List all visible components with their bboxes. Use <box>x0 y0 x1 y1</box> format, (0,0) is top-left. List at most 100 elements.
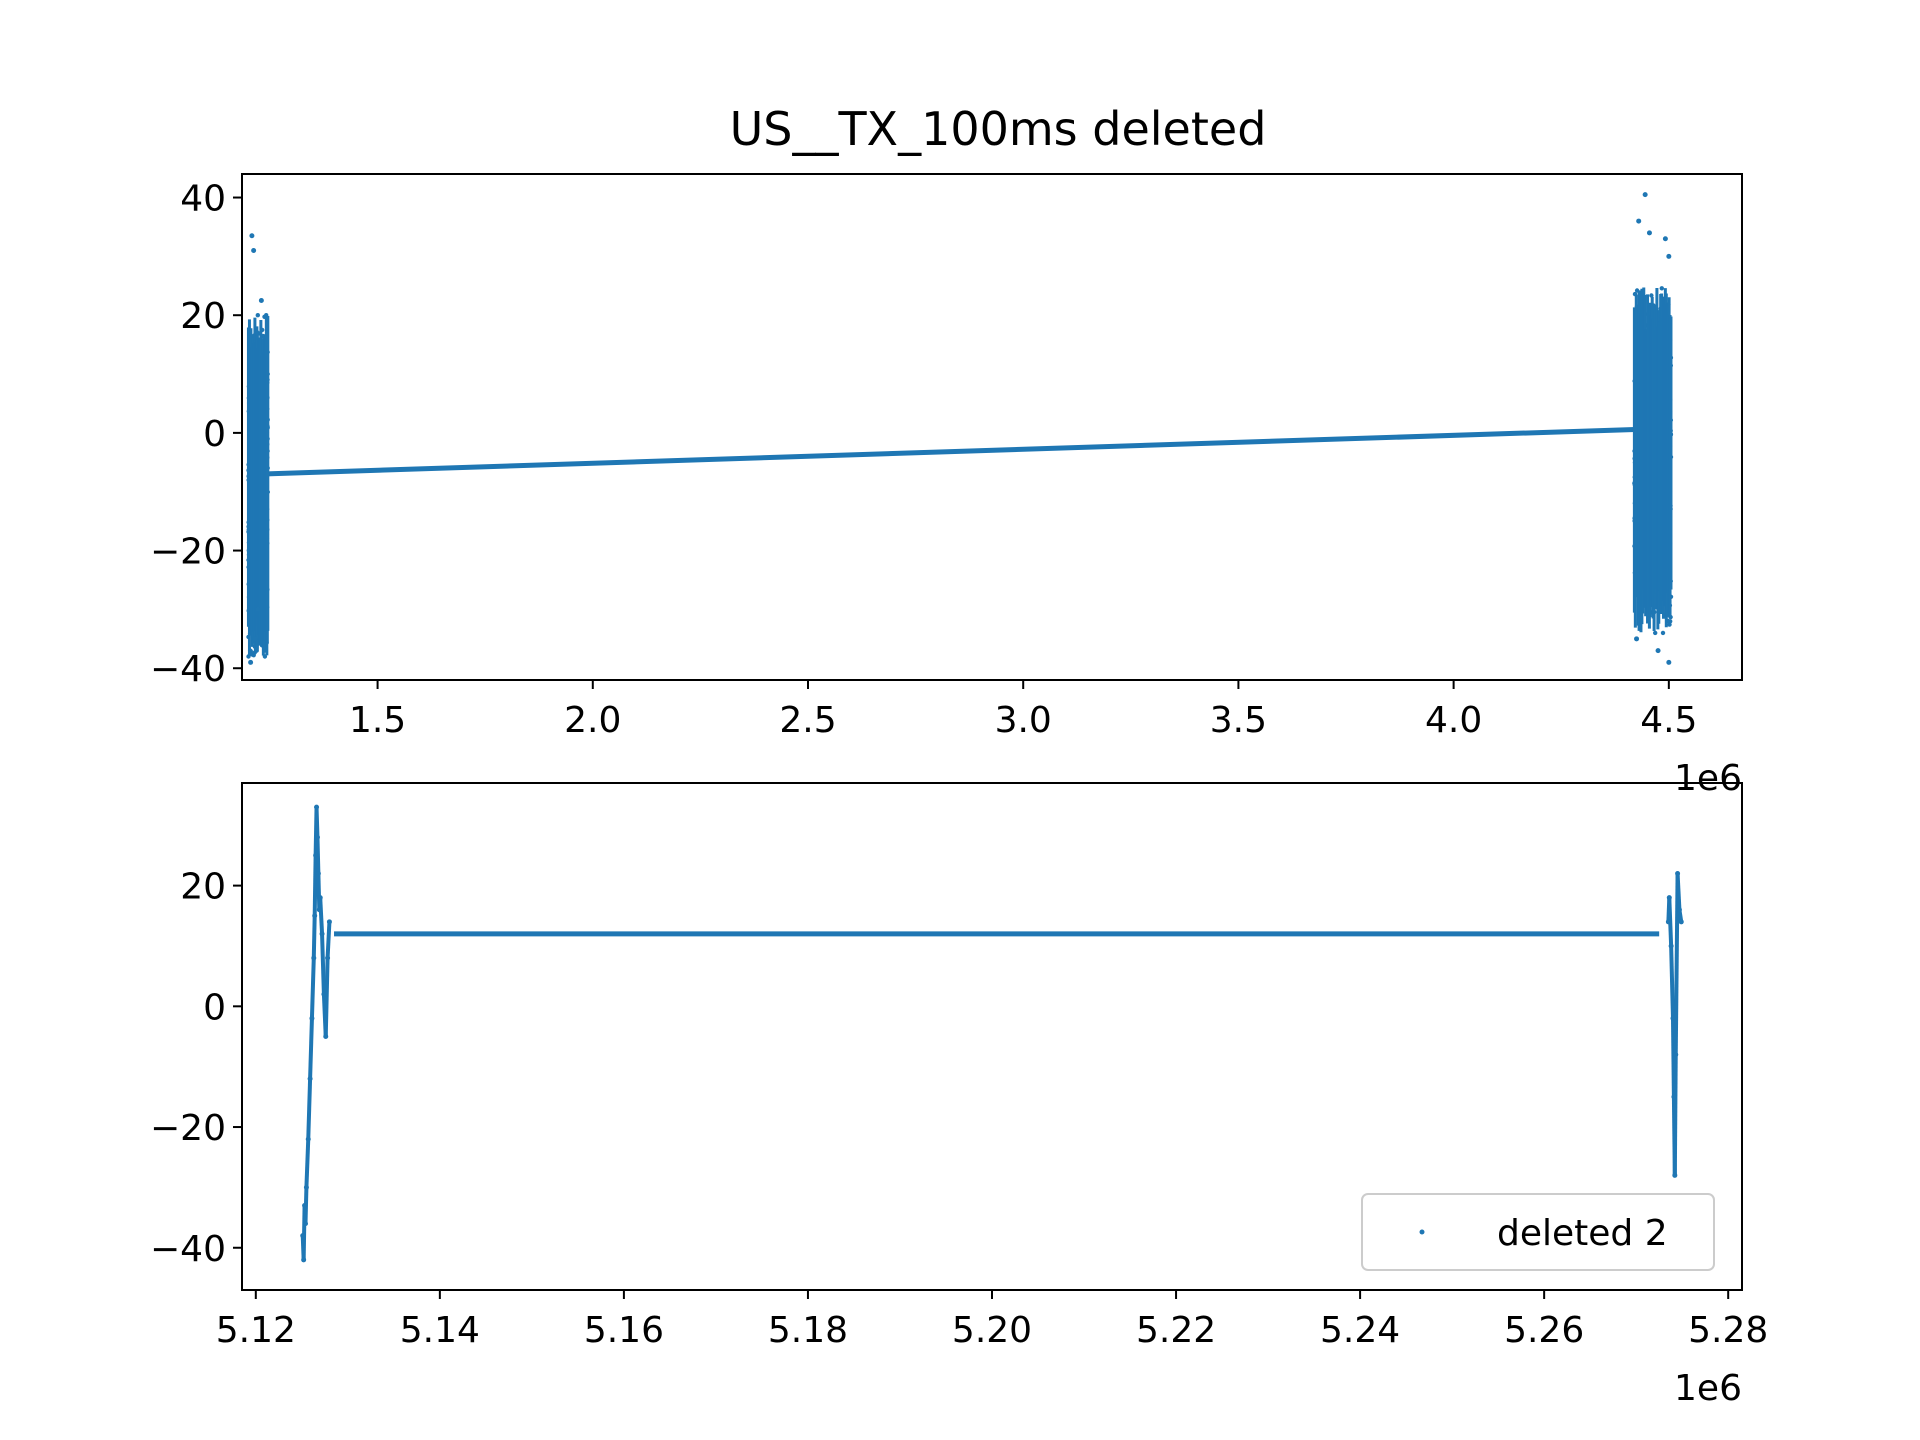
bottom-subplot: 5.12 5.14 5.16 5.18 5.20 5.22 5.24 5.26 5.28 −40 −… <box>150 782 1768 1409</box>
data-point <box>307 1076 313 1082</box>
y-tick-label: 0 <box>203 414 226 455</box>
data-point <box>1667 622 1672 627</box>
data-point <box>1653 630 1658 636</box>
data-point <box>1636 218 1642 224</box>
y-tick-label: 0 <box>203 987 226 1028</box>
data-point <box>314 804 320 810</box>
y-tick-label: −40 <box>150 649 226 690</box>
y-tick-label: 20 <box>180 296 226 337</box>
x-tick-label: 5.24 <box>1320 1310 1400 1351</box>
x-tick-label: 3.5 <box>1210 700 1267 741</box>
data-point <box>255 313 260 318</box>
data-point <box>1660 630 1666 636</box>
data-point <box>300 1233 306 1239</box>
data-point <box>326 919 332 925</box>
data-point <box>1670 1015 1676 1021</box>
data-point <box>309 1015 315 1021</box>
data-point <box>1659 286 1665 291</box>
data-point <box>252 636 258 642</box>
x-tick-label: 5.20 <box>952 1310 1032 1351</box>
data-trace-segment <box>312 855 318 916</box>
data-trace-segment <box>308 1018 314 1079</box>
axes-frame <box>241 173 1743 681</box>
data-trace-segment <box>325 921 332 959</box>
legend-label: deleted 2 <box>1497 1213 1668 1254</box>
data-point <box>311 955 317 961</box>
data-point <box>1666 253 1672 259</box>
data-point <box>312 913 318 919</box>
data-trace-segment <box>318 897 325 934</box>
x-tick-label: 2.5 <box>779 700 836 741</box>
x-tick-label: 5.28 <box>1688 1310 1768 1351</box>
data-point <box>303 1184 309 1190</box>
data-point <box>1671 1094 1677 1100</box>
data-trace-segment <box>309 957 316 1019</box>
data-point <box>248 659 254 665</box>
data-point <box>319 931 325 937</box>
legend-marker <box>1419 1229 1425 1235</box>
data-point <box>1634 636 1640 642</box>
data-point <box>315 871 321 877</box>
data-point <box>305 1136 311 1142</box>
data-point <box>1649 293 1654 298</box>
y-tick-label: −20 <box>150 532 226 573</box>
y-tick-label: −40 <box>150 1229 226 1270</box>
x-tick-label: 5.26 <box>1504 1310 1584 1351</box>
top-subplot: 1.5 2.0 2.5 3.0 3.5 4.0 4.5 −40 −20 0 20 40 1e6 <box>150 173 1743 799</box>
x-tick-label: 3.0 <box>995 700 1052 741</box>
data-point <box>1646 230 1652 236</box>
data-point <box>301 1257 307 1263</box>
data-point <box>325 955 331 961</box>
data-point <box>258 298 264 303</box>
data-trace-segment <box>304 1139 311 1188</box>
x-tick-label: 5.12 <box>216 1310 296 1351</box>
data-trace-segment <box>1669 945 1675 1019</box>
data-trace-segment <box>323 957 330 1037</box>
data-point <box>314 834 320 840</box>
data-trace-segment <box>306 1078 313 1140</box>
x-tick-label: 4.5 <box>1640 700 1697 741</box>
x-tick-label: 5.18 <box>768 1310 848 1351</box>
data-point <box>249 233 255 239</box>
data-point <box>1668 943 1674 949</box>
data-point <box>1666 895 1672 901</box>
x-tick-label: 5.14 <box>400 1310 480 1351</box>
data-point <box>313 852 319 858</box>
data-point <box>1675 871 1681 877</box>
data-point <box>1678 919 1684 925</box>
data-trace-segment <box>320 933 326 995</box>
data-point <box>1655 648 1661 654</box>
data-point <box>316 907 322 913</box>
data-trace-segment <box>314 807 320 838</box>
data-point <box>302 1221 308 1227</box>
x-offset-label: 1e6 <box>1674 1368 1742 1409</box>
data-point <box>1672 1172 1678 1178</box>
data-point <box>1642 192 1648 198</box>
data-point <box>321 991 327 997</box>
x-tick-label: 5.22 <box>1136 1310 1216 1351</box>
data-point <box>317 895 323 901</box>
data-point <box>1666 659 1672 665</box>
x-tick-label: 1.5 <box>349 700 406 741</box>
x-tick-label: 5.16 <box>584 1310 664 1351</box>
y-tick-label: 20 <box>180 867 226 908</box>
data-point <box>1665 919 1671 925</box>
data-point <box>1673 1052 1679 1058</box>
chart-title: US__TX_100ms deleted <box>730 102 1267 156</box>
data-point <box>251 247 257 253</box>
data-point <box>323 1034 329 1039</box>
y-tick-label: −20 <box>150 1108 226 1149</box>
legend-box <box>1361 1193 1715 1271</box>
data-point <box>1676 907 1682 913</box>
data-point <box>255 606 261 612</box>
x-tick-label: 4.0 <box>1425 700 1482 741</box>
x-tick-label: 2.0 <box>564 700 621 741</box>
data-point <box>302 1203 308 1208</box>
data-point <box>252 650 257 655</box>
data-point <box>1662 236 1668 242</box>
y-tick-label: 40 <box>180 179 226 220</box>
series-line-segment <box>259 426 1639 477</box>
data-trace-segment <box>1672 1054 1678 1176</box>
data-trace-segment <box>311 915 317 959</box>
